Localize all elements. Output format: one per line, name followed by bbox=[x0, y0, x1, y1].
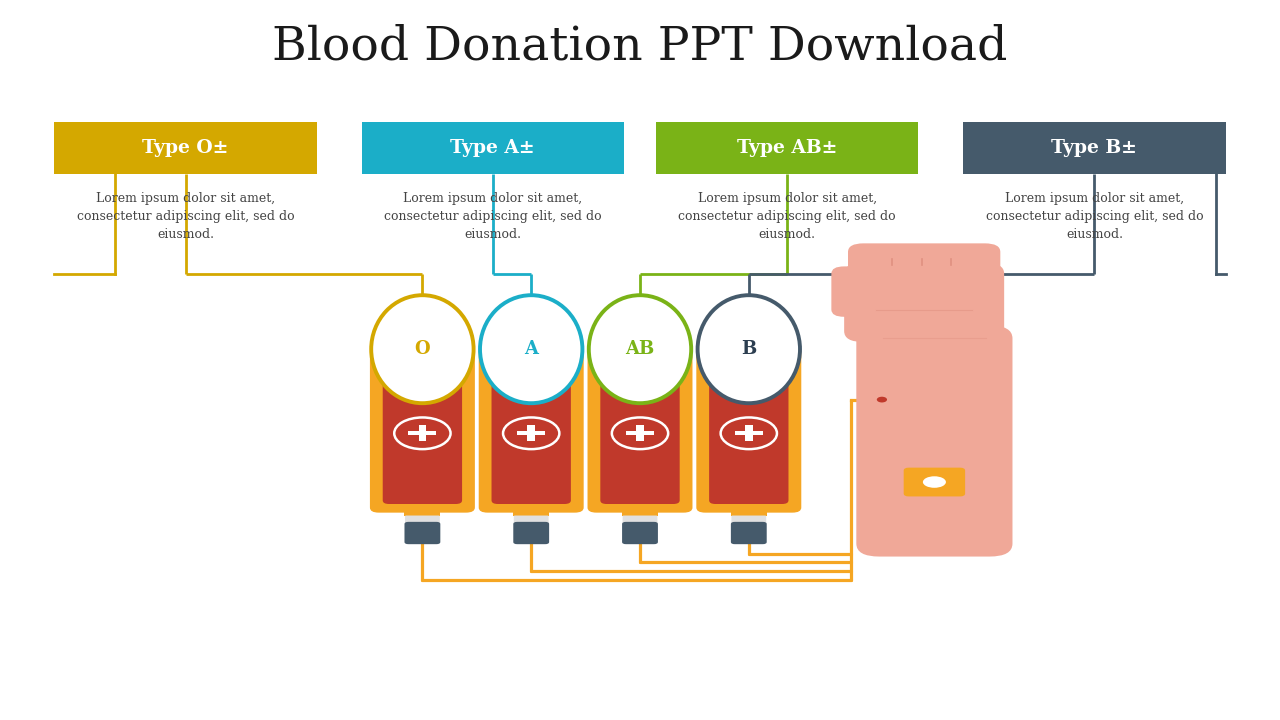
FancyBboxPatch shape bbox=[404, 516, 440, 525]
FancyBboxPatch shape bbox=[622, 508, 658, 516]
FancyBboxPatch shape bbox=[513, 522, 549, 544]
Ellipse shape bbox=[371, 295, 474, 403]
Text: Lorem ipsum dolor sit amet,
consectetur adipiscing elit, sed do
eiusmod.: Lorem ipsum dolor sit amet, consectetur … bbox=[384, 192, 602, 240]
Text: AB: AB bbox=[626, 341, 654, 359]
FancyBboxPatch shape bbox=[527, 426, 535, 441]
FancyBboxPatch shape bbox=[622, 522, 658, 544]
Circle shape bbox=[877, 397, 887, 402]
FancyBboxPatch shape bbox=[517, 431, 545, 436]
FancyBboxPatch shape bbox=[362, 122, 625, 174]
FancyBboxPatch shape bbox=[845, 263, 1004, 342]
FancyBboxPatch shape bbox=[492, 364, 571, 504]
Text: Type B±: Type B± bbox=[1051, 138, 1138, 157]
FancyBboxPatch shape bbox=[404, 508, 440, 516]
Ellipse shape bbox=[698, 295, 800, 403]
FancyBboxPatch shape bbox=[513, 508, 549, 516]
Ellipse shape bbox=[480, 295, 582, 403]
FancyBboxPatch shape bbox=[479, 348, 584, 513]
FancyBboxPatch shape bbox=[383, 364, 462, 504]
FancyBboxPatch shape bbox=[745, 426, 753, 441]
FancyBboxPatch shape bbox=[832, 266, 896, 317]
Text: A: A bbox=[525, 341, 538, 359]
FancyBboxPatch shape bbox=[626, 431, 654, 436]
FancyBboxPatch shape bbox=[54, 122, 317, 174]
FancyBboxPatch shape bbox=[419, 426, 426, 441]
FancyBboxPatch shape bbox=[735, 431, 763, 436]
FancyBboxPatch shape bbox=[600, 364, 680, 504]
FancyBboxPatch shape bbox=[408, 431, 436, 436]
FancyBboxPatch shape bbox=[513, 516, 549, 525]
FancyBboxPatch shape bbox=[696, 348, 801, 513]
FancyBboxPatch shape bbox=[404, 522, 440, 544]
FancyBboxPatch shape bbox=[657, 122, 918, 174]
FancyBboxPatch shape bbox=[856, 325, 1012, 557]
FancyBboxPatch shape bbox=[963, 122, 1226, 174]
Text: Lorem ipsum dolor sit amet,
consectetur adipiscing elit, sed do
eiusmod.: Lorem ipsum dolor sit amet, consectetur … bbox=[678, 192, 896, 240]
Text: Blood Donation PPT Download: Blood Donation PPT Download bbox=[273, 24, 1007, 69]
Text: Lorem ipsum dolor sit amet,
consectetur adipiscing elit, sed do
eiusmod.: Lorem ipsum dolor sit amet, consectetur … bbox=[77, 192, 294, 240]
FancyBboxPatch shape bbox=[588, 348, 692, 513]
FancyBboxPatch shape bbox=[636, 426, 644, 441]
Text: Type O±: Type O± bbox=[142, 138, 229, 157]
Text: Lorem ipsum dolor sit amet,
consectetur adipiscing elit, sed do
eiusmod.: Lorem ipsum dolor sit amet, consectetur … bbox=[986, 192, 1203, 240]
Text: Type AB±: Type AB± bbox=[737, 138, 837, 157]
Text: O: O bbox=[415, 341, 430, 359]
FancyBboxPatch shape bbox=[709, 364, 788, 504]
Text: B: B bbox=[741, 341, 756, 359]
FancyBboxPatch shape bbox=[731, 508, 767, 516]
FancyBboxPatch shape bbox=[904, 468, 965, 497]
Ellipse shape bbox=[589, 295, 691, 403]
FancyBboxPatch shape bbox=[370, 348, 475, 513]
FancyBboxPatch shape bbox=[731, 522, 767, 544]
FancyBboxPatch shape bbox=[849, 243, 1001, 293]
Text: Type A±: Type A± bbox=[451, 138, 535, 157]
Ellipse shape bbox=[923, 477, 946, 488]
FancyBboxPatch shape bbox=[622, 516, 658, 525]
FancyBboxPatch shape bbox=[731, 516, 767, 525]
